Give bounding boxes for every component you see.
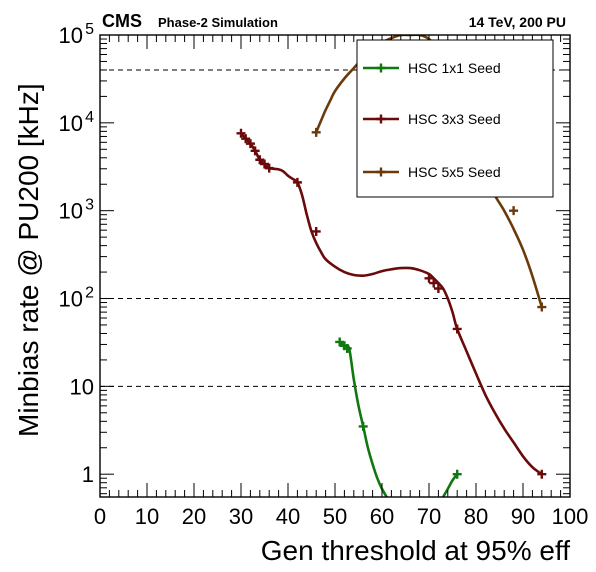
series-1-marker <box>335 337 345 347</box>
y-tick-label: 10 <box>59 287 83 312</box>
series-1-marker <box>452 469 462 479</box>
series-2-marker <box>264 163 274 173</box>
series-1-marker <box>358 421 368 431</box>
series-3-marker <box>509 206 519 216</box>
legend-label-3: HSC 5x5 Seed <box>408 164 501 180</box>
y-tick-exponent: 4 <box>85 109 94 126</box>
legend-label-1: HSC 1x1 Seed <box>408 60 501 76</box>
legend-marker-1 <box>376 63 386 73</box>
x-tick-label: 90 <box>511 504 535 529</box>
x-tick-label: 40 <box>276 504 300 529</box>
series-3-marker <box>311 127 321 137</box>
cms-label: CMS <box>102 11 142 31</box>
x-tick-label: 50 <box>323 504 347 529</box>
legend-marker-2 <box>376 114 386 124</box>
legend-label-2: HSC 3x3 Seed <box>408 111 501 127</box>
series-1-line <box>441 473 459 497</box>
y-tick-label: 10 <box>59 111 83 136</box>
x-tick-label: 10 <box>135 504 159 529</box>
y-tick-exponent: 5 <box>85 21 94 38</box>
series-2-marker <box>250 146 260 156</box>
series-2-marker <box>424 273 434 283</box>
series-1-line <box>338 340 388 497</box>
series-2-marker <box>311 226 321 236</box>
x-tick-label: 80 <box>464 504 488 529</box>
series-2-marker <box>245 139 255 149</box>
x-axis-title: Gen threshold at 95% eff <box>261 535 570 566</box>
series-layer <box>236 35 547 497</box>
series-2-marker <box>537 469 547 479</box>
series-3-marker <box>537 302 547 312</box>
x-tick-label: 60 <box>370 504 394 529</box>
y-axis-title: Minbias rate @ PU200 [kHz] <box>13 83 44 437</box>
simulation-label: Phase-2 Simulation <box>158 15 278 30</box>
y-tick-label: 1 <box>82 462 94 487</box>
series-2-marker <box>429 278 439 288</box>
series-2-line <box>240 132 543 476</box>
legend: HSC 1x1 Seed HSC 3x3 Seed HSC 5x5 Seed <box>356 39 554 198</box>
y-tick-label: 10 <box>59 23 83 48</box>
series-2-marker <box>255 155 265 165</box>
y-tick-exponent: 2 <box>85 285 94 302</box>
y-tick-exponent: 3 <box>85 197 94 214</box>
y-tick-label: 10 <box>70 374 94 399</box>
series-1-marker <box>342 343 352 353</box>
series-2-marker <box>241 134 251 144</box>
energy-label: 14 TeV, 200 PU <box>469 14 566 30</box>
legend-marker-3 <box>376 167 386 177</box>
series-2-marker <box>292 177 302 187</box>
series-2-marker <box>433 284 443 294</box>
series-2-marker <box>452 324 462 334</box>
series-2-marker <box>260 159 269 169</box>
x-tick-label: 70 <box>417 504 441 529</box>
x-tick-label: 30 <box>229 504 253 529</box>
x-tick-label: 100 <box>552 504 589 529</box>
x-tick-label: 20 <box>182 504 206 529</box>
series-2-marker <box>236 128 246 138</box>
x-tick-label: 0 <box>94 504 106 529</box>
y-tick-label: 10 <box>59 199 83 224</box>
series-3-line <box>315 35 544 308</box>
